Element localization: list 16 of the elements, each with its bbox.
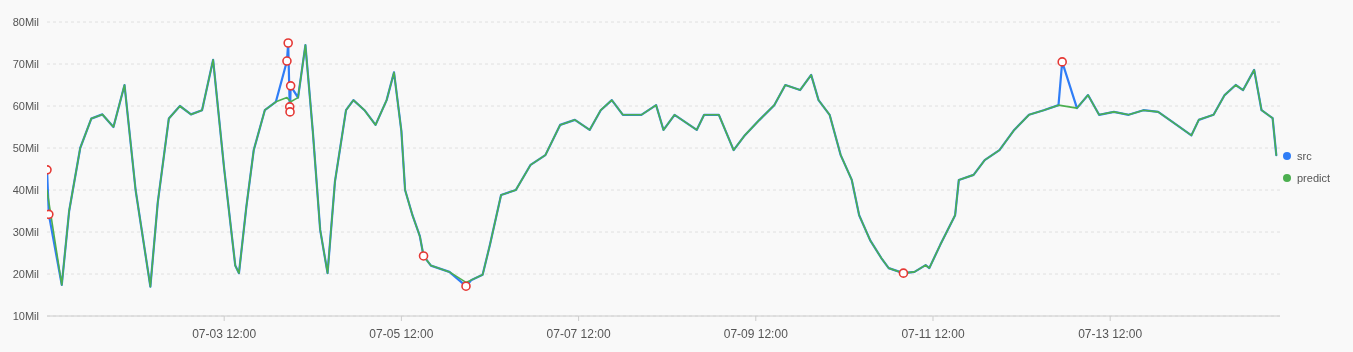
legend-label: predict bbox=[1297, 172, 1331, 184]
x-tick-label: 07-07 12:00 bbox=[546, 326, 611, 341]
x-tick-label: 07-05 12:00 bbox=[369, 326, 434, 341]
y-tick-label: 10Mil bbox=[12, 309, 39, 322]
x-tick-label: 07-11 12:00 bbox=[901, 326, 965, 341]
y-tick-label: 50Mil bbox=[12, 141, 39, 154]
y-tick-label: 80Mil bbox=[12, 15, 39, 28]
legend-label: src bbox=[1297, 150, 1312, 162]
x-tick-label: 07-03 12:00 bbox=[192, 326, 257, 341]
y-tick-label: 70Mil bbox=[12, 57, 39, 70]
y-tick-label: 30Mil bbox=[12, 225, 39, 238]
y-tick-label: 20Mil bbox=[12, 267, 39, 280]
x-tick-label: 07-13 12:00 bbox=[1078, 326, 1143, 341]
x-tick-label: 07-09 12:00 bbox=[723, 326, 789, 341]
y-tick-label: 60Mil bbox=[12, 99, 39, 112]
y-tick-label: 40Mil bbox=[12, 183, 39, 196]
